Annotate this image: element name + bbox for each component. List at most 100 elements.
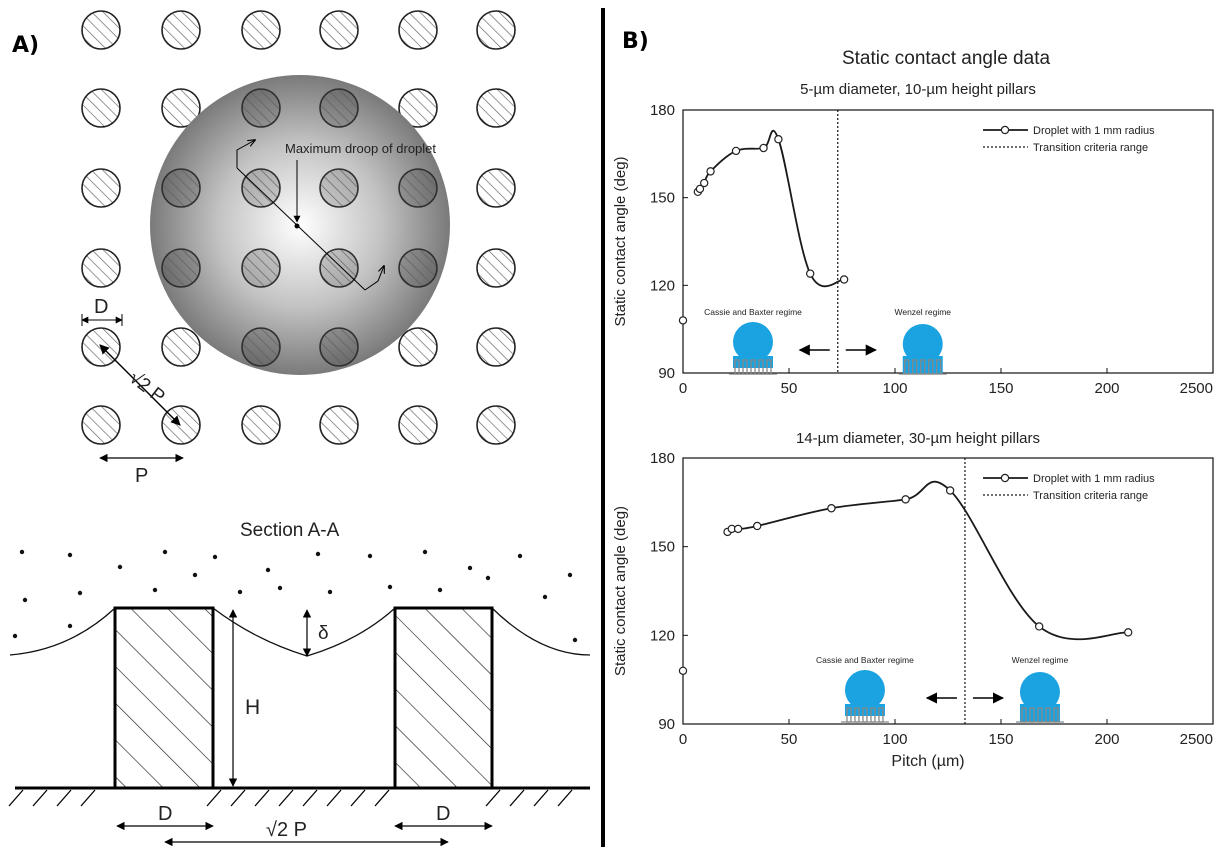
liquid-dot (567, 572, 573, 578)
ground-hatch-line (80, 789, 96, 807)
ground-hatch-line (485, 789, 501, 807)
regime-label-wenzel: Wenzel regime (894, 307, 951, 317)
legend-marker (1000, 125, 1010, 135)
x-tick-label: 150 (988, 380, 1013, 397)
chart-2: 14-µm diameter, 30-µm height pillars 90 12… (612, 430, 1214, 770)
pillar (81, 248, 121, 288)
dimension-h-label: H (245, 696, 260, 719)
liquid-dot (327, 589, 333, 595)
y-tick-label: 150 (650, 190, 675, 207)
ground-hatch-line (302, 789, 318, 807)
y-axis-label: Static contact angle (deg) (612, 506, 629, 676)
pillar (241, 88, 281, 128)
liquid-dots (12, 549, 578, 643)
droplet-diagonal-arrow-start (236, 140, 255, 168)
legend-label-series: Droplet with 1 mm radius (1033, 125, 1155, 137)
pillar (81, 405, 121, 445)
pillar-shade (242, 328, 280, 366)
section-title: Section A-A (240, 520, 340, 541)
pillar-shade (162, 249, 200, 287)
pillar (398, 10, 438, 50)
cassie-droplet-icon (728, 321, 778, 375)
plot-area (682, 109, 1214, 374)
ground-hatch-line (509, 789, 525, 807)
cassie-droplet-icon (840, 669, 890, 723)
y-tick-label: 180 (650, 102, 675, 119)
y-tick-label: 120 (650, 277, 675, 294)
pillar-shade (320, 89, 358, 127)
section-dimension-pitch-label: √2 P (266, 819, 307, 841)
pillar (81, 327, 121, 367)
x-axis-label: Pitch (µm) (891, 753, 964, 770)
chart-1: 5-µm diameter, 10-µm height pillars 90 120… (612, 81, 1214, 397)
data-point (700, 178, 709, 188)
data-point (759, 143, 768, 153)
pillar (241, 248, 281, 288)
y-tick-label: 120 (650, 627, 675, 644)
legend-label-series: Droplet with 1 mm radius (1033, 473, 1155, 485)
liquid-dot (19, 549, 25, 555)
pillar (319, 248, 359, 288)
ground-hatch-line (8, 789, 24, 807)
pillar (161, 168, 201, 208)
pillar (81, 88, 121, 128)
liquid-dot (422, 549, 428, 555)
data-point (827, 504, 836, 513)
liquid-dot (77, 590, 83, 596)
pillar-shade (399, 169, 437, 207)
liquid-dot (572, 637, 578, 643)
wenzel-droplet-icon (1015, 671, 1065, 723)
panel-b-label: B) (622, 29, 649, 54)
y-tick-label: 90 (658, 716, 675, 733)
ground-hatch-line (557, 789, 573, 807)
data-point (774, 135, 783, 144)
liquid-dot (152, 587, 158, 593)
pillar-shade (320, 249, 358, 287)
ground-hatch-line (254, 789, 270, 807)
ground-hatch-line (374, 789, 390, 807)
liquid-dot (467, 565, 473, 571)
pillar (476, 168, 516, 208)
series-line (697, 129, 845, 288)
pillar (398, 327, 438, 367)
x-tick-label: 50 (781, 380, 798, 397)
pillar-shade (242, 89, 280, 127)
pillar (81, 10, 121, 50)
pillar-section-right (393, 606, 494, 790)
panel-a: A) Maximum droop of droplet D √2 P P Sec… (8, 10, 591, 847)
regime-label-cassie: Cassie and Baxter regime (704, 307, 802, 317)
droop-point (294, 223, 300, 229)
liquid-dot (67, 552, 73, 558)
chart-title: 14-µm diameter, 30-µm height pillars (796, 430, 1040, 447)
x-tick-label: 200 (1094, 380, 1119, 397)
liquid-dot (212, 554, 218, 560)
legend-marker (1000, 473, 1010, 483)
pillar (319, 88, 359, 128)
plot-area (682, 457, 1214, 725)
x-tick-label: 200 (1094, 731, 1119, 748)
ground-hatch-line (230, 789, 246, 807)
pillar (161, 88, 201, 128)
y-tick-label: 90 (658, 365, 675, 382)
x-tick-label: 100 (882, 731, 907, 748)
pillar (241, 10, 281, 50)
liquid-dot (367, 553, 373, 559)
droplet-diagonal (236, 167, 366, 291)
data-point (731, 146, 741, 156)
series-line (726, 480, 1129, 641)
x-tick-label: 0 (679, 380, 687, 397)
pillar (161, 327, 201, 367)
liquid-dot (542, 594, 548, 600)
pillar (476, 327, 516, 367)
pillar (319, 168, 359, 208)
data-point (706, 167, 715, 176)
section-dimension-d-left-label: D (158, 803, 172, 825)
data-point (1123, 628, 1133, 637)
pillar (81, 168, 121, 208)
data-point (901, 495, 910, 504)
pillar-shade (399, 249, 437, 287)
pillar (161, 10, 201, 50)
liquid-dot (277, 585, 283, 591)
panel-b-title: Static contact angle data (842, 48, 1051, 69)
